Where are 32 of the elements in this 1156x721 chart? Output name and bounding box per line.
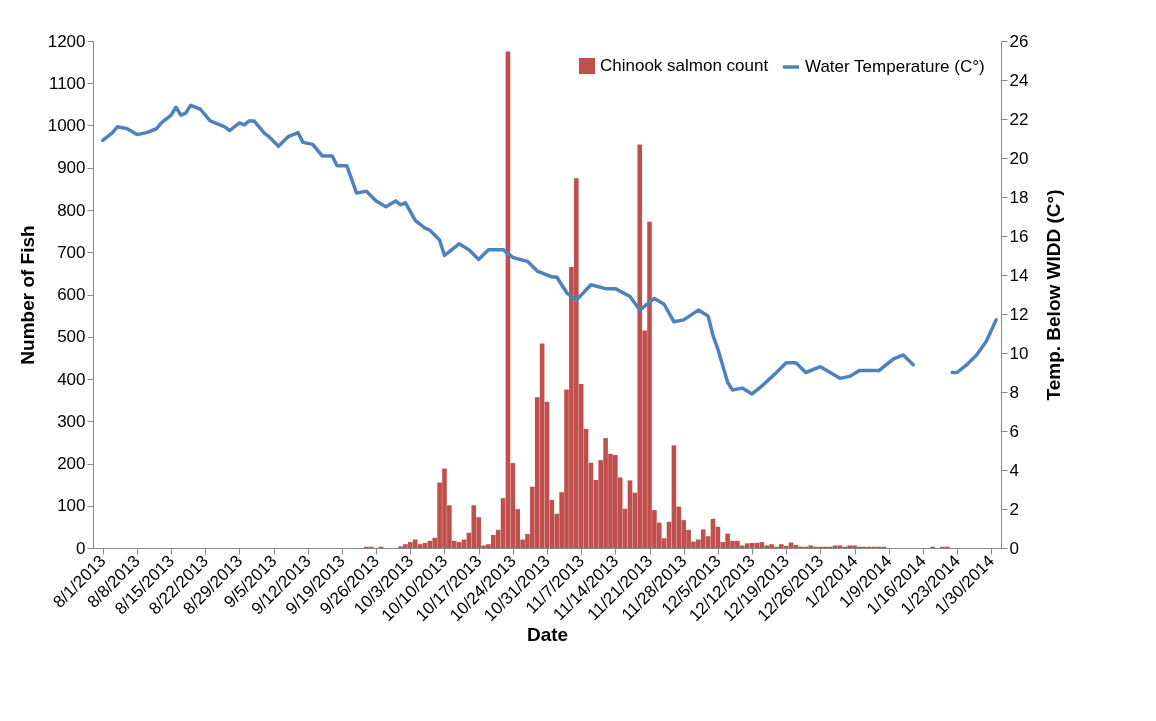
y2-tick-label: 24 xyxy=(1009,70,1029,90)
y-tick-label: 700 xyxy=(57,242,86,262)
y2-tick-label: 4 xyxy=(1009,460,1019,480)
y2-tick-label: 6 xyxy=(1009,421,1019,441)
y-tick-label: 800 xyxy=(57,200,86,220)
y2-tick-label: 10 xyxy=(1009,343,1029,363)
y-tick-label: 1200 xyxy=(47,31,86,51)
y-tick-label: 100 xyxy=(57,496,86,516)
y-tick-label: 1000 xyxy=(47,116,86,135)
y-tick-label: 1100 xyxy=(48,73,86,93)
y-tick-label: 400 xyxy=(57,369,86,389)
y2-axis-title: Temp. Below WIDD (C°) xyxy=(1042,189,1064,401)
y2-tick-label: 22 xyxy=(1009,109,1029,129)
y-tick-label: 500 xyxy=(57,327,86,347)
y-tick-label: 200 xyxy=(57,454,86,473)
x-axis-title: Date xyxy=(526,624,569,646)
y2-tick-label: 18 xyxy=(1009,187,1029,207)
y2-tick-label: 12 xyxy=(1009,304,1029,324)
legend-label: Water Temperature (C°) xyxy=(805,57,985,76)
y2-tick-label: 8 xyxy=(1009,382,1019,402)
y-tick-label: 300 xyxy=(57,411,86,431)
y2-tick-label: 26 xyxy=(1009,31,1029,51)
y2-tick-label: 20 xyxy=(1009,148,1029,168)
y-axis-title: Number of Fish xyxy=(16,225,38,365)
y-tick-label: 900 xyxy=(57,158,86,178)
y2-tick-label: 14 xyxy=(1009,265,1029,285)
y2-tick-label: 16 xyxy=(1009,226,1029,246)
y2-tick-label: 0 xyxy=(1009,538,1019,558)
y2-tick-label: 2 xyxy=(1009,499,1019,519)
y-tick-label: 0 xyxy=(76,538,86,558)
y-tick-label: 600 xyxy=(57,285,86,304)
legend-label: Chinook salmon count xyxy=(600,56,769,75)
